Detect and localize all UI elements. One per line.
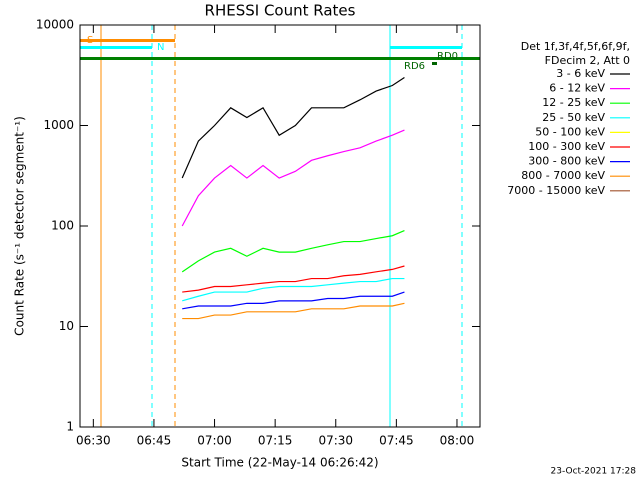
chart-title: RHESSI Count Rates [205,2,356,20]
y-tick-label: 10000 [36,18,74,32]
legend-label: 25 - 50 keV [542,111,605,124]
footer: 23-Oct-2021 17:28 [551,467,637,477]
y-tick-label: 1000 [43,118,74,132]
plot-frame [79,24,481,428]
annotation: RD6 [404,61,425,72]
legend-label: 6 - 12 keV [549,82,605,95]
legend-header: Det 1f,3f,4f,5f,6f,9f, [521,40,630,53]
series-line [182,277,405,302]
annotation: N [157,42,164,53]
state-bar [432,62,437,65]
series-line [182,302,405,320]
annotation: S [87,35,93,46]
x-tick-label: 07:00 [197,434,232,448]
annotation: RD0 [437,51,458,62]
state-bar [80,46,152,49]
series-line [181,230,405,273]
x-tick-label: 06:45 [137,434,172,448]
legend-label: 100 - 300 keV [528,140,605,153]
legend-label: 300 - 800 keV [528,155,605,168]
legend-label: 800 - 7000 keV [521,169,605,182]
legend-label: 3 - 6 keV [556,67,605,80]
series-line [182,265,405,293]
y-tick-label: 10 [59,319,74,333]
x-axis-label: Start Time (22-May-14 06:26:42) [181,456,378,470]
x-tick-label: 07:15 [258,434,293,448]
series-line [182,291,405,310]
x-tick-label: 08:00 [440,434,475,448]
legend-label: 12 - 25 keV [542,96,605,109]
state-bar [80,39,175,42]
legend-label: 7000 - 15000 keV [507,184,605,197]
series-line [181,77,405,179]
series-line [181,129,405,227]
y-axis-label: Count Rate (s⁻¹ detector segment⁻¹) [13,116,27,336]
x-tick-label: 06:30 [76,434,111,448]
x-tick-label: 07:30 [318,434,353,448]
state-bar [80,57,480,60]
y-tick-label: 1 [66,420,74,434]
state-bars: S N RD0 RD6 [79,25,480,427]
y-tick-label: 100 [51,219,74,233]
legend-header: FDecim 2, Att 0 [545,54,630,67]
legend-label: 50 - 100 keV [535,125,605,138]
x-tick-label: 07:45 [379,434,414,448]
state-bar [390,46,462,49]
